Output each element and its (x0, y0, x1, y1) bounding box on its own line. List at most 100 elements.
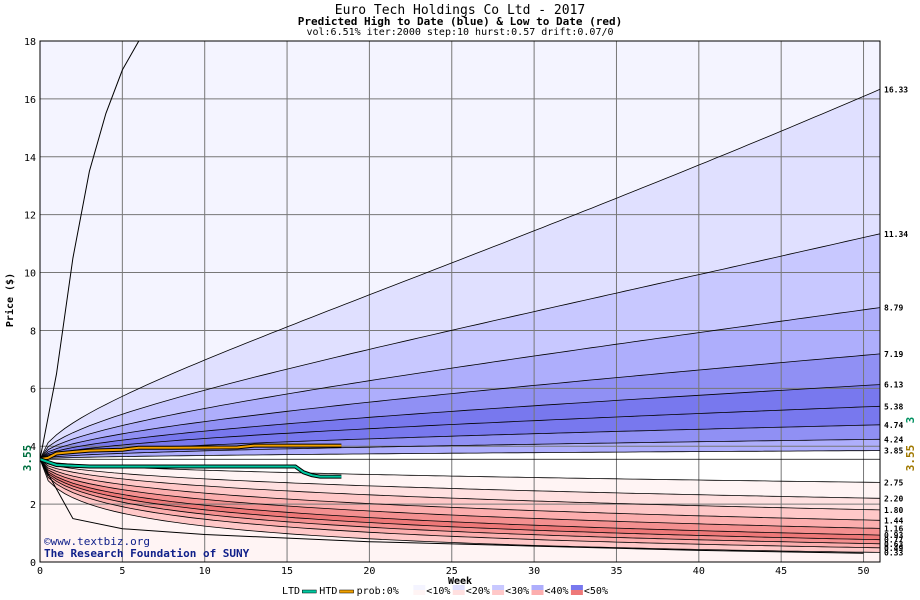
upper-percentile-curve (39, 307, 881, 460)
upper-percentile-curve (39, 438, 881, 460)
band-upper-0 (40, 89, 880, 460)
legend-swatch-red (413, 590, 426, 595)
legend-prob-label: prob:0% (357, 586, 399, 597)
outer-low-curve (39, 458, 864, 554)
lower-percentile-curve (39, 458, 881, 483)
band-lower-1 (40, 459, 880, 510)
legend-swatch-red (492, 590, 505, 595)
band-lower-5 (40, 459, 880, 540)
legend: LTD HTD prob:0% <10% <20% <30% <40% <50% (282, 585, 608, 597)
band-lower-8 (40, 459, 880, 553)
y-tick-label: 0 (30, 558, 36, 569)
legend-swatch-blue (570, 585, 583, 590)
legend-ltd-swatch (302, 589, 317, 594)
chart-title: Euro Tech Holdings Co Ltd - 2017 (334, 3, 586, 18)
plot-area (39, 40, 881, 563)
y-tick-label: 2 (30, 500, 36, 511)
band-upper-7 (40, 439, 880, 460)
x-tick-label: 25 (446, 566, 458, 577)
legend-bin-label: <50% (584, 586, 608, 597)
legend-swatch-blue (413, 585, 426, 590)
lower-percentile-curve (39, 458, 881, 529)
upper-percentile-curve (39, 384, 881, 460)
x-tick-label: 50 (858, 566, 870, 577)
band-median (40, 450, 880, 483)
y-tick-label: 10 (24, 269, 36, 280)
percentile-end-label: 0.49 (884, 544, 903, 553)
percentile-end-label: 3.85 (884, 447, 903, 456)
lower-percentile-curve (39, 459, 881, 541)
upper-percentile-curve (39, 88, 881, 460)
band-upper-3 (40, 353, 880, 460)
y-tick-label: 4 (30, 442, 36, 453)
x-tick-label: 30 (528, 566, 540, 577)
band-upper-2 (40, 307, 880, 460)
legend-swatch-0 (401, 585, 412, 595)
legend-htd-swatch (339, 589, 354, 594)
x-tick-label: 40 (693, 566, 705, 577)
x-tick-label: 45 (775, 566, 787, 577)
lower-percentile-curve (39, 459, 881, 549)
percentile-end-label: 5.38 (884, 402, 903, 411)
y-tick-label: 8 (30, 326, 36, 337)
lower-percentile-curve (39, 459, 881, 553)
legend-bin-label: <20% (466, 586, 490, 597)
x-tick-label: 0 (37, 566, 43, 577)
percentile-end-label: 11.34 (884, 230, 908, 239)
y-axis-label: Price ($) (4, 273, 16, 327)
band-upper-4 (40, 384, 880, 460)
lower-percentile-curve (39, 458, 881, 511)
legend-ltd-label: LTD (282, 586, 300, 597)
percentile-end-label: 6.13 (884, 381, 903, 390)
band-upper-6 (40, 424, 880, 460)
legend-swatch-blue (452, 585, 465, 590)
chart-subtitle: Predicted High to Date (blue) & Low to D… (297, 15, 623, 28)
series-htd-line (39, 444, 342, 461)
legend-bin-label: <30% (505, 586, 529, 597)
x-tick-label: 20 (363, 566, 375, 577)
band-lower-0 (40, 459, 880, 499)
percentile-end-label: 0.33 (884, 548, 903, 557)
y-tick-label: 18 (24, 37, 36, 48)
band-lower-4 (40, 459, 880, 536)
lower-percentile-curve (39, 458, 881, 499)
x-tick-label: 35 (610, 566, 622, 577)
percentile-end-label: 1.80 (884, 506, 903, 515)
legend-htd-label: HTD (319, 586, 337, 597)
y-tick-label: 6 (30, 384, 36, 395)
percentile-end-label: 2.75 (884, 478, 903, 487)
series-ltd-line (39, 458, 342, 478)
y-tick-label: 12 (24, 211, 36, 222)
ltd-final-label: 3 (904, 417, 917, 424)
band-lower-3 (40, 459, 880, 529)
legend-swatch-red (531, 590, 544, 595)
percentile-end-label: 0.77 (884, 536, 903, 545)
legend-bin-label: <10% (426, 586, 450, 597)
lower-percentile-curve (39, 458, 881, 536)
x-tick-label: 15 (281, 566, 293, 577)
legend-swatch-red (452, 590, 465, 595)
x-tick-label: 5 (119, 566, 125, 577)
percentile-end-label: 1.16 (884, 524, 903, 533)
watermark-url: ©www.textbiz.org (44, 535, 150, 548)
band-upper-5 (40, 406, 880, 460)
legend-swatch-blue (531, 585, 544, 590)
x-tick-label: 10 (199, 566, 211, 577)
percentile-end-label: 0.93 (884, 531, 903, 540)
upper-percentile-curve (39, 353, 881, 460)
start-price-label: 3.55 (21, 445, 34, 472)
legend-swatch-red (570, 590, 583, 595)
percentile-end-label: 8.79 (884, 304, 903, 313)
band-upper-outer (40, 41, 880, 460)
watermark-org: The Research Foundation of SUNY (44, 547, 250, 560)
y-tick-label: 16 (24, 95, 36, 106)
legend-swatch-blue (492, 585, 505, 590)
percentile-end-label: 7.19 (884, 350, 903, 359)
percentile-end-label: 0.63 (884, 540, 903, 549)
legend-bin-label: <40% (545, 586, 569, 597)
lower-percentile-curve (39, 459, 881, 545)
outer-high-curve (39, 40, 140, 460)
percentile-end-label: 1.44 (884, 516, 903, 525)
x-axis-label: Week (448, 576, 472, 587)
